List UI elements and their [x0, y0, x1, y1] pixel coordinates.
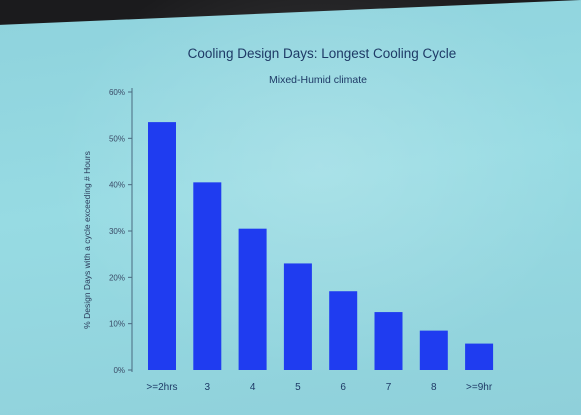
bar — [419, 330, 448, 370]
x-tick-label: >=2hrs — [146, 382, 177, 393]
x-axis: >=2hrs 3 4 5 6 7 8 >=9hr — [146, 382, 492, 393]
bar — [193, 182, 222, 370]
bar — [374, 312, 403, 370]
bar-series — [148, 122, 494, 370]
x-tick-label: 4 — [250, 382, 256, 393]
bar — [148, 122, 176, 370]
x-tick-label: 7 — [386, 382, 392, 393]
bar — [283, 263, 312, 370]
bar — [465, 343, 494, 370]
x-tick-label: 8 — [431, 382, 437, 393]
x-tick-label: 3 — [205, 382, 211, 393]
y-tick-label: 40% — [109, 181, 125, 190]
y-tick-label: 50% — [109, 134, 125, 143]
chart-subtitle: Mixed-Humid climate — [269, 74, 367, 86]
y-axis: 0% 10% 20% 30% 40% 50% 60% — [109, 88, 133, 375]
y-tick-label: 30% — [109, 227, 125, 236]
x-tick-label: >=9hr — [466, 382, 493, 393]
x-tick-label: 6 — [340, 382, 346, 393]
y-tick-label: 60% — [109, 88, 125, 97]
y-tick-label: 20% — [109, 273, 125, 282]
bar — [329, 291, 358, 370]
y-tick-label: 0% — [113, 366, 125, 375]
y-axis-label: % Design Days with a cycle exceeding # H… — [82, 151, 92, 329]
x-tick-label: 5 — [295, 382, 301, 393]
bar — [238, 228, 267, 370]
chart-title: Cooling Design Days: Longest Cooling Cyc… — [188, 46, 457, 61]
y-tick-label: 10% — [109, 320, 125, 329]
